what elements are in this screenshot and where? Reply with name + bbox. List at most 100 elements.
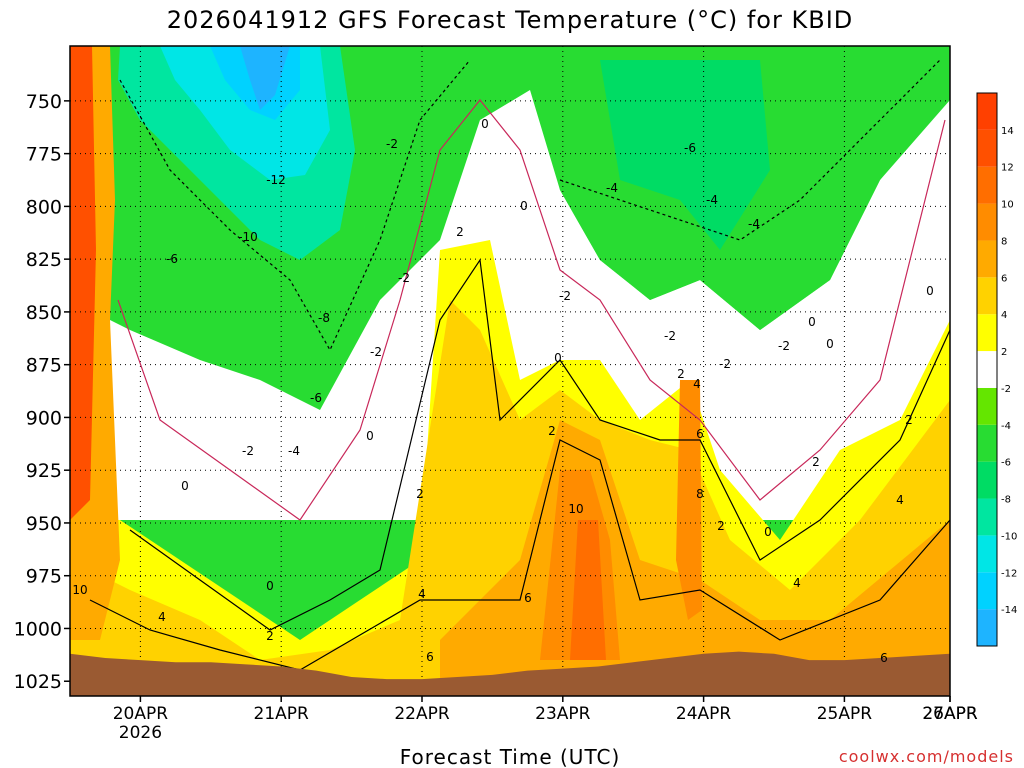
y-tick-label: 850: [26, 302, 62, 324]
contour-label: 6: [426, 650, 434, 664]
colorbar-level-label: 2: [1001, 347, 1007, 358]
chart-title: 2026041912 GFS Forecast Temperature (°C)…: [167, 6, 854, 34]
colorbar-level-label: 14: [1001, 126, 1014, 137]
contour-label: 2: [717, 519, 725, 533]
y-tick-label: 875: [26, 355, 62, 377]
contour-label: 10: [568, 502, 583, 516]
y-tick-label: 900: [26, 407, 62, 429]
contour-label: 4: [693, 377, 701, 391]
x-tick-label: 27APR: [922, 704, 978, 724]
contour-label: -6: [310, 391, 322, 405]
y-tick-label: 925: [26, 460, 62, 482]
contour-label: 0: [520, 199, 528, 213]
contour-label: 0: [366, 429, 374, 443]
contour-label: 2: [812, 455, 820, 469]
colorbar-swatch: [977, 498, 997, 536]
y-tick-label: 825: [26, 249, 62, 271]
contour-label: -2: [719, 357, 731, 371]
contour-label: -4: [748, 217, 760, 231]
y-tick-label: 975: [26, 566, 62, 588]
x-tick-label: 21APR: [254, 704, 310, 724]
contour-label: -4: [288, 444, 300, 458]
colorbar-level-label: -8: [1001, 495, 1011, 506]
contour-label: 0: [481, 117, 489, 131]
ground-fill: [70, 651, 950, 696]
contour-plus-4: [89, 439, 950, 671]
contour-label: 0: [554, 351, 562, 365]
contour-zero: [117, 99, 946, 521]
y-tick-label: 950: [26, 513, 62, 535]
y-tick-label: 1025: [14, 671, 62, 693]
x-axis-label: Forecast Time (UTC): [400, 745, 621, 768]
x-tick-label: 25APR: [817, 704, 873, 724]
contour-label: 2: [416, 487, 424, 501]
credit-link[interactable]: coolwx.com/models: [839, 747, 1014, 766]
y-axis: 750 775 800 825 850 875 900 925 950 975 1000 1025: [14, 91, 70, 693]
colorbar-swatch: [977, 461, 997, 499]
contour-label: 8: [696, 487, 704, 501]
x-tick-label: 20APR: [113, 704, 169, 724]
contour-label: 2: [677, 367, 685, 381]
colorbar-level-label: -14: [1001, 605, 1017, 616]
contour-label: -2: [559, 289, 571, 303]
colorbar-level-label: 4: [1001, 310, 1007, 321]
contour-label: -2: [664, 329, 676, 343]
contour-label: -10: [238, 230, 258, 244]
x-tick-sublabel: 2026: [119, 723, 162, 743]
colorbar-swatch: [977, 535, 997, 573]
colorbar-swatch: [977, 351, 997, 388]
ground-terrain: [70, 651, 950, 696]
contour-label: 6: [880, 651, 888, 665]
contour-label: 10: [72, 583, 87, 597]
colorbar-level-label: 10: [1001, 200, 1014, 211]
contour-label: -8: [318, 311, 330, 325]
contour-label: -6: [684, 141, 696, 155]
colorbar-level-label: 6: [1001, 273, 1007, 284]
contour-label: 0: [926, 284, 934, 298]
contour-label: 6: [524, 591, 532, 605]
contour-label: 2: [456, 225, 464, 239]
contour-label: -4: [706, 193, 718, 207]
colorbar-swatch: [977, 129, 997, 167]
colorbar-frame: [976, 92, 998, 647]
y-tick-label: 1000: [14, 618, 62, 640]
colorbar-level-label: 8: [1001, 236, 1007, 247]
colorbar-level-label: -12: [1001, 568, 1017, 579]
colorbar-swatch: [977, 314, 997, 352]
colorbar: -14 -12 -10 -8 -6 -4 -2 2 4 6 8 10 12 14: [976, 92, 1017, 647]
plot-area: [70, 46, 950, 696]
contour-label: 4: [418, 587, 426, 601]
contour-label: -2: [370, 345, 382, 359]
colorbar-level-label: 12: [1001, 163, 1014, 174]
contour-label: -6: [166, 252, 178, 266]
contour-label: 0: [826, 337, 834, 351]
contour-label: 2: [548, 424, 556, 438]
contour-label: 2: [905, 413, 913, 427]
field-plus-12-left: [70, 46, 96, 520]
contour-label: 2: [266, 629, 274, 643]
contour-label: -12: [266, 173, 286, 187]
contour-label: 0: [266, 579, 274, 593]
colorbar-level-label: -10: [1001, 531, 1017, 542]
contour-label: -2: [398, 271, 410, 285]
field-minus-14: [240, 46, 290, 110]
colorbar-swatch: [977, 609, 997, 646]
contour-minus-4: [119, 59, 471, 352]
field-near-zero: [70, 90, 950, 520]
x-tick-label: 24APR: [676, 704, 732, 724]
contour-label: 4: [896, 493, 904, 507]
field-minus-6-right: [600, 60, 770, 250]
colorbar-swatch: [977, 277, 997, 315]
contour-labels: 0000000000-2-2-2-2-2-2-2-2-6-4-4-4-6-4-6…: [72, 117, 933, 665]
temperature-fields: [70, 46, 950, 696]
contour-label: 0: [764, 525, 772, 539]
colorbar-level-label: -6: [1001, 458, 1011, 469]
contour-label: 0: [181, 479, 189, 493]
x-tick-label: 26APR: [922, 704, 978, 724]
contour-lines: [89, 59, 950, 671]
contour-label: 4: [158, 610, 166, 624]
colorbar-swatch: [977, 424, 997, 462]
colorbar-swatch: [977, 93, 997, 130]
colorbar-swatch: [977, 572, 997, 610]
